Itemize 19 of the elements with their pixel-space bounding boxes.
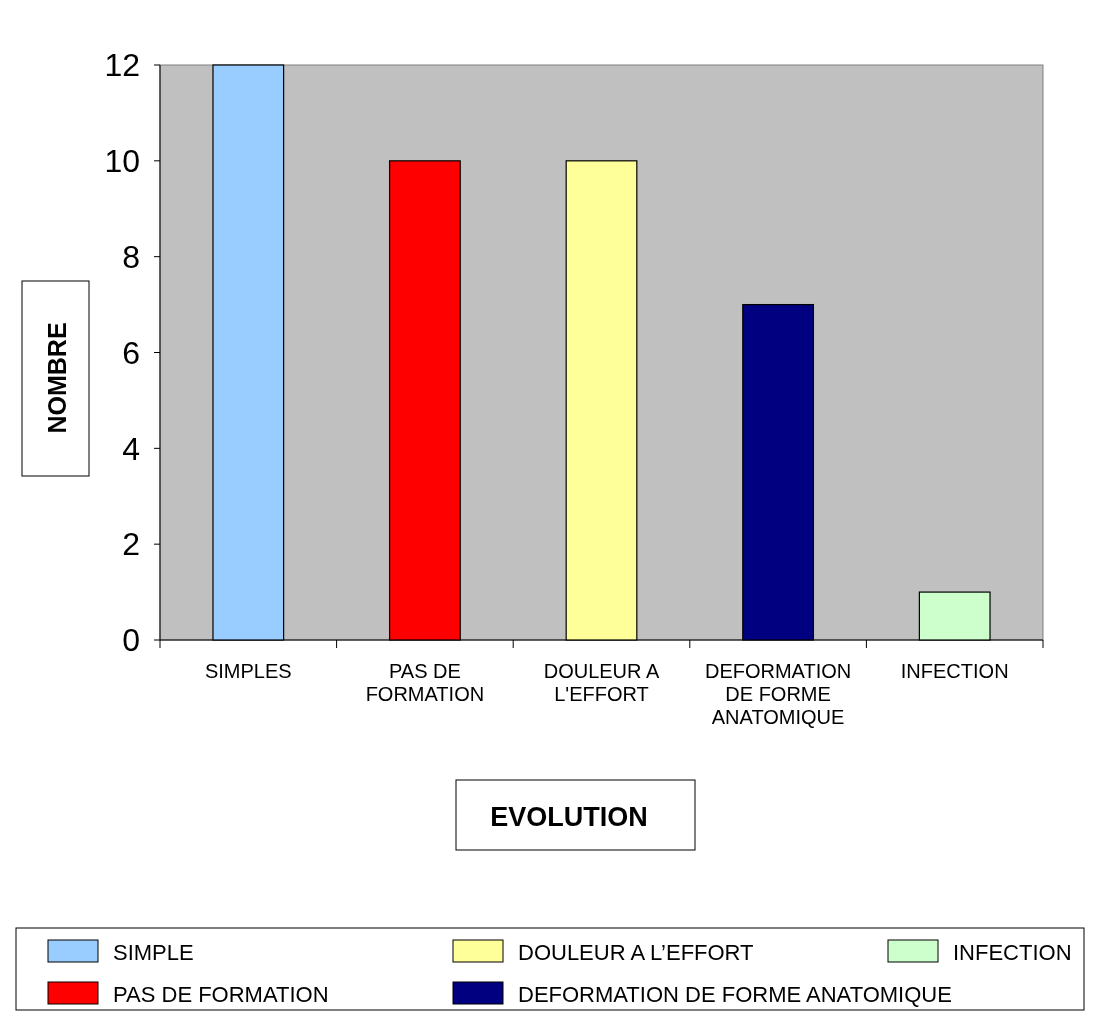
y-axis-title: NOMBRE [43,322,71,434]
legend-label: SIMPLE [113,940,194,965]
legend-label: DEFORMATION DE FORME ANATOMIQUE [518,982,952,1007]
y-tick-label: 10 [104,143,140,180]
y-tick-label: 6 [122,334,140,371]
x-tick-label: DEFORMATION DE FORME ANATOMIQUE [704,660,852,728]
legend-label: PAS DE FORMATION [113,982,329,1007]
x-tick-label: DOULEUR A L'EFFORT [543,660,660,705]
y-tick-label: 8 [122,238,140,275]
y-tick-label: 4 [122,430,140,467]
x-axis-title: EVOLUTION [490,802,648,832]
x-tick-label: INFECTION [900,660,1009,682]
legend-label: DOULEUR A L’EFFORT [518,940,754,965]
x-tick-label: PAS DE FORMATION [365,660,485,705]
y-tick-label: 0 [122,622,140,659]
y-tick-label: 2 [122,526,140,563]
legend-label: INFECTION [953,940,1072,965]
y-tick-label: 12 [104,47,140,84]
x-tick-label: SIMPLES [204,660,292,682]
